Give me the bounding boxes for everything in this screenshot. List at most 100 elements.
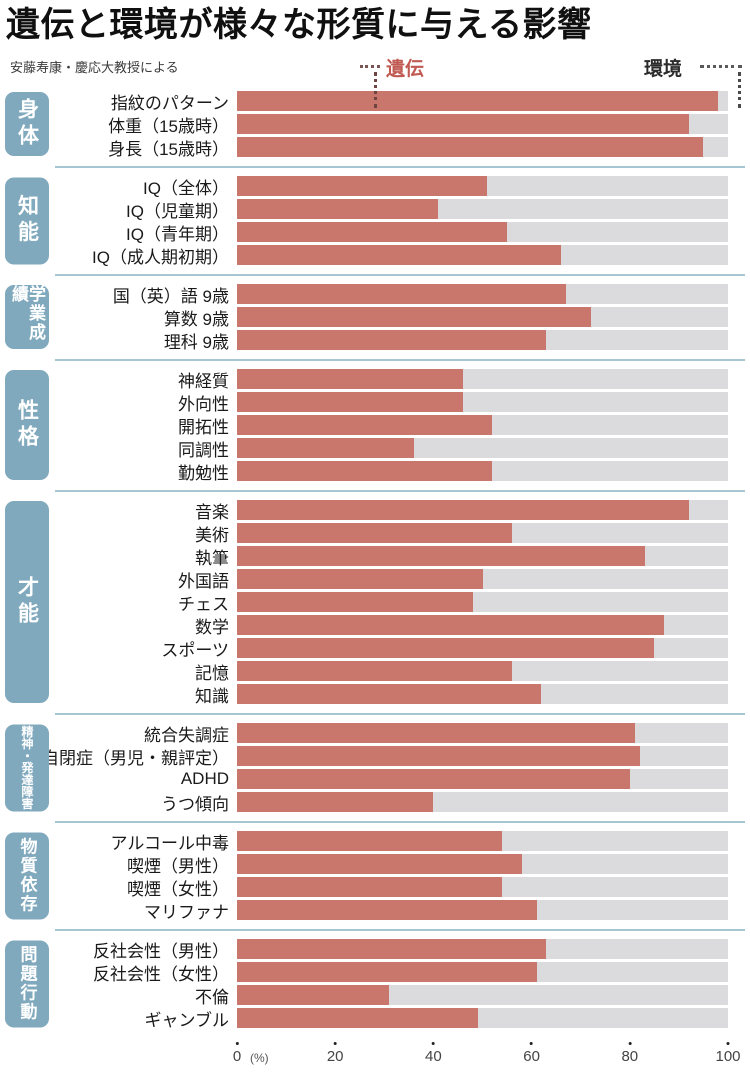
heredity-bar-fill [237, 939, 547, 959]
bar-row: 外向性 [0, 392, 728, 414]
heredity-bar-fill [237, 831, 503, 851]
category-box: 物質依存 [5, 832, 49, 919]
heredity-bar-fill [237, 415, 493, 435]
environment-bar-track [237, 438, 728, 458]
trait-label: アルコール中毒 [110, 833, 230, 853]
axis-tick: 80 [621, 1042, 638, 1065]
category-box: 性格 [5, 370, 49, 480]
environment-bar-track [237, 199, 728, 219]
environment-bar-track [237, 284, 728, 304]
trait-label: 反社会性（女性） [93, 964, 229, 984]
bar-row: 外国語 [0, 569, 728, 591]
bar-row: 理科 9歳 [0, 330, 728, 352]
category-box: 精神・発達障害 [5, 724, 49, 811]
chart-section: 学業成績 国（英）語 9歳 算数 9歳 理科 9歳 [0, 274, 745, 352]
heredity-bar-fill [237, 792, 434, 812]
bar-row: 喫煙（男性） [0, 854, 728, 876]
environment-bar-track [237, 939, 728, 959]
trait-label: IQ（児童期） [126, 201, 229, 221]
source-credit: 安藤寿康・慶応大教授による [10, 60, 179, 75]
category-box: 問題行動 [5, 940, 49, 1027]
heredity-bar-fill [237, 222, 508, 242]
bar-row: 数学 [0, 615, 728, 637]
environment-bar-track [237, 854, 728, 874]
environment-bar-track [237, 137, 728, 157]
trait-label: ADHD [180, 769, 229, 788]
bar-row: 勤勉性 [0, 461, 728, 483]
heredity-bar-fill [237, 199, 439, 219]
environment-bar-track [237, 900, 728, 920]
environment-bar-track [237, 592, 728, 612]
heredity-bar-fill [237, 523, 512, 543]
x-axis: 0 20 40 60 80 100 (%) [0, 1042, 750, 1082]
axis-tick-dot [333, 1042, 337, 1045]
stacked-bar-chart: 身体 指紋のパターン 体重（15歳時） 身長（15歳時） 知能 IQ（全体） IQ（児童期）… [0, 91, 745, 1031]
trait-label: スポーツ [161, 640, 229, 660]
bar-row: 不倫 [0, 985, 728, 1007]
heredity-bar-fill [237, 1008, 478, 1028]
heredity-bar-fill [237, 962, 537, 982]
category-label: 精神・発達障害 [20, 725, 34, 810]
bar-row: 体重（15歳時） [0, 114, 728, 136]
environment-bar-track [237, 415, 728, 435]
heredity-bar-fill [237, 284, 566, 304]
bar-row: うつ傾向 [0, 792, 728, 814]
trait-label: 反社会性（男性） [93, 941, 229, 961]
heredity-bar-fill [237, 592, 473, 612]
heredity-bar-fill [237, 245, 562, 265]
trait-label: 美術 [195, 525, 229, 545]
category-box: 身体 [5, 92, 49, 156]
trait-label: 開拓性 [178, 417, 229, 437]
axis-tick: 20 [327, 1042, 344, 1065]
environment-bar-track [237, 307, 728, 327]
axis-tick-dot [431, 1042, 435, 1045]
heredity-bar-fill [237, 854, 522, 874]
bar-row: 反社会性（男性） [0, 939, 728, 961]
heredity-bar-fill [237, 661, 512, 681]
chart-section: 身体 指紋のパターン 体重（15歳時） 身長（15歳時） [0, 91, 728, 159]
bar-row: 開拓性 [0, 415, 728, 437]
bar-row: 執筆 [0, 546, 728, 568]
heredity-bar-fill [237, 569, 483, 589]
heredity-bar-fill [237, 91, 719, 111]
trait-label: 喫煙（男性） [127, 856, 229, 876]
trait-label: 身長（15歳時） [108, 139, 229, 159]
trait-label: ギャンブル [144, 1010, 230, 1030]
trait-label: IQ（全体） [143, 178, 229, 198]
axis-unit-label: (%) [250, 1051, 269, 1065]
axis-tick-label: 40 [425, 1048, 442, 1065]
bar-row: 神経質 [0, 369, 728, 391]
environment-dots-horizontal [700, 65, 742, 68]
heredity-bar-fill [237, 615, 665, 635]
environment-bar-track [237, 523, 728, 543]
bar-row: IQ（青年期） [0, 222, 728, 244]
trait-label: 統合失調症 [144, 725, 229, 745]
heredity-bar-fill [237, 985, 390, 1005]
environment-bar-track [237, 661, 728, 681]
heredity-dotted-guide-line [374, 72, 377, 108]
axis-tick-label: 20 [326, 1048, 344, 1065]
axis-tick: 40 [425, 1042, 442, 1065]
axis-tick-label: 80 [621, 1048, 639, 1065]
legend-heredity-label: 遺伝 [386, 59, 425, 80]
category-label: 知能 [15, 194, 39, 247]
trait-label: 外向性 [178, 394, 229, 414]
heredity-bar-fill [237, 369, 463, 389]
trait-label: うつ傾向 [161, 794, 229, 814]
chart-section: 問題行動 反社会性（男性） 反社会性（女性） 不倫ギャンブル [0, 929, 745, 1030]
environment-bar-track [237, 962, 728, 982]
environment-bar-track [237, 461, 728, 481]
trait-label: 数学 [195, 617, 229, 637]
environment-bar-track [237, 746, 728, 766]
heredity-bar-fill [237, 330, 547, 350]
bar-row: スポーツ [0, 638, 728, 660]
trait-label: 執筆 [195, 548, 229, 568]
heredity-bar-fill [237, 438, 414, 458]
axis-tick-dot [726, 1042, 730, 1045]
chart-section: 性格 神経質 外向性 開拓性 同調性 勤勉性 [0, 359, 745, 483]
trait-label: 体重（15歳時） [108, 116, 229, 136]
environment-bar-track [237, 500, 728, 520]
bar-row: IQ（児童期） [0, 199, 728, 221]
trait-label: 指紋のパターン [110, 93, 229, 113]
category-label: 身体 [15, 98, 39, 150]
